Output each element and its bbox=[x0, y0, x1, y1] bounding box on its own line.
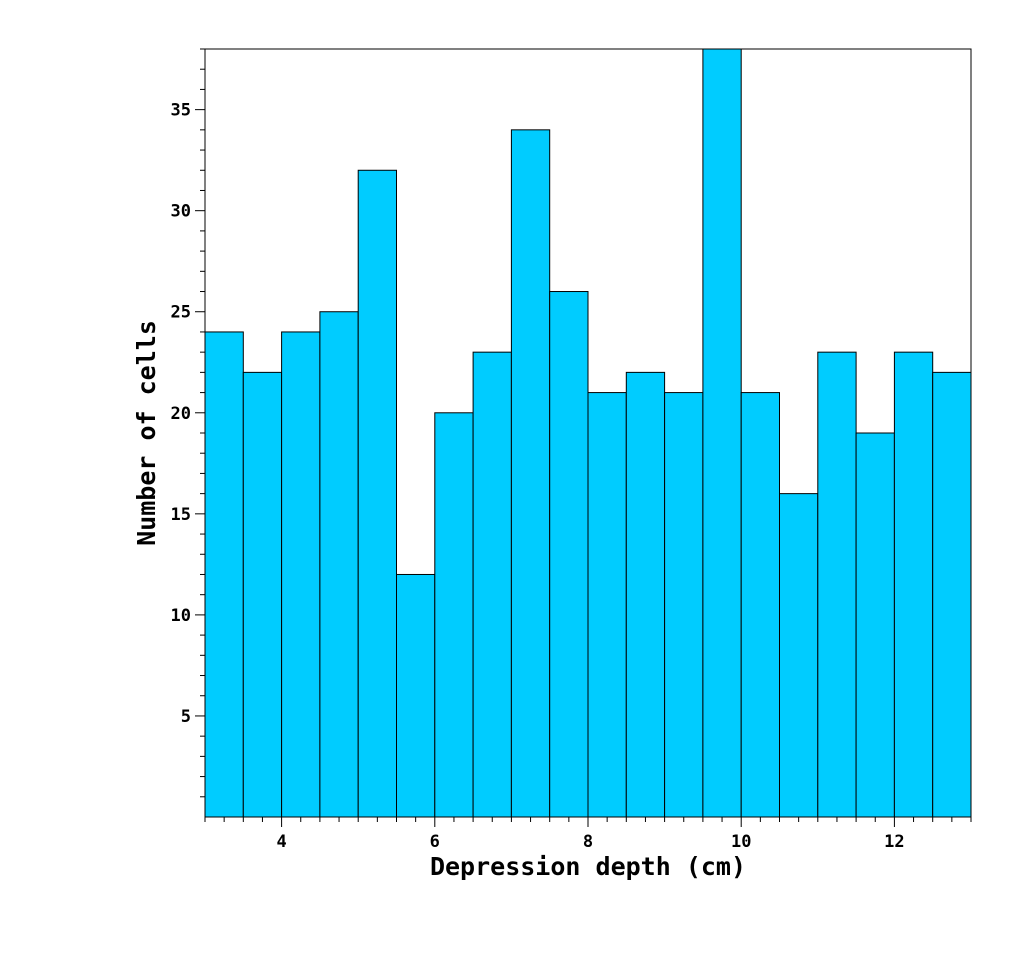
histogram-bar bbox=[242, 371, 283, 818]
histogram-bar bbox=[740, 392, 781, 818]
histogram-bar bbox=[817, 351, 857, 818]
histogram-bar bbox=[204, 331, 244, 818]
x-axis-label: Depression depth (cm) bbox=[430, 852, 746, 881]
histogram-bar bbox=[932, 371, 972, 818]
x-tick-label: 8 bbox=[583, 832, 593, 852]
x-tick-label: 10 bbox=[731, 832, 751, 852]
tick-labels-group: 4 6 8 10 12 5 10 15 20 25 30 35 bbox=[171, 101, 905, 852]
histogram-bar bbox=[319, 311, 359, 818]
histogram-bar bbox=[396, 573, 436, 818]
y-tick-label: 25 bbox=[171, 303, 191, 323]
ticks-group bbox=[195, 48, 972, 827]
y-axis-label: Number of cells bbox=[132, 320, 161, 546]
histogram-bar bbox=[779, 493, 819, 818]
histogram-bar bbox=[357, 169, 398, 818]
histogram-bar bbox=[587, 392, 627, 818]
histogram-bar bbox=[281, 331, 321, 818]
histogram-bar bbox=[855, 432, 895, 818]
histogram-bar bbox=[702, 48, 742, 818]
histogram-bar bbox=[549, 291, 589, 818]
histogram-bar bbox=[625, 371, 666, 818]
bars-group bbox=[204, 48, 972, 818]
x-tick-label: 6 bbox=[430, 832, 440, 852]
histogram-bar bbox=[472, 351, 512, 818]
y-tick-label: 15 bbox=[171, 505, 191, 525]
histogram-bar bbox=[510, 129, 551, 818]
y-tick-label: 10 bbox=[171, 606, 191, 626]
y-tick-label: 35 bbox=[171, 101, 191, 121]
y-tick-label: 30 bbox=[171, 202, 191, 222]
histogram-bar bbox=[434, 412, 474, 818]
x-tick-label: 4 bbox=[276, 832, 286, 852]
histogram-bar bbox=[664, 392, 704, 818]
x-tick-label: 12 bbox=[884, 832, 904, 852]
histogram-bar bbox=[893, 351, 934, 818]
y-tick-label: 5 bbox=[181, 707, 191, 727]
y-tick-label: 20 bbox=[171, 404, 191, 424]
